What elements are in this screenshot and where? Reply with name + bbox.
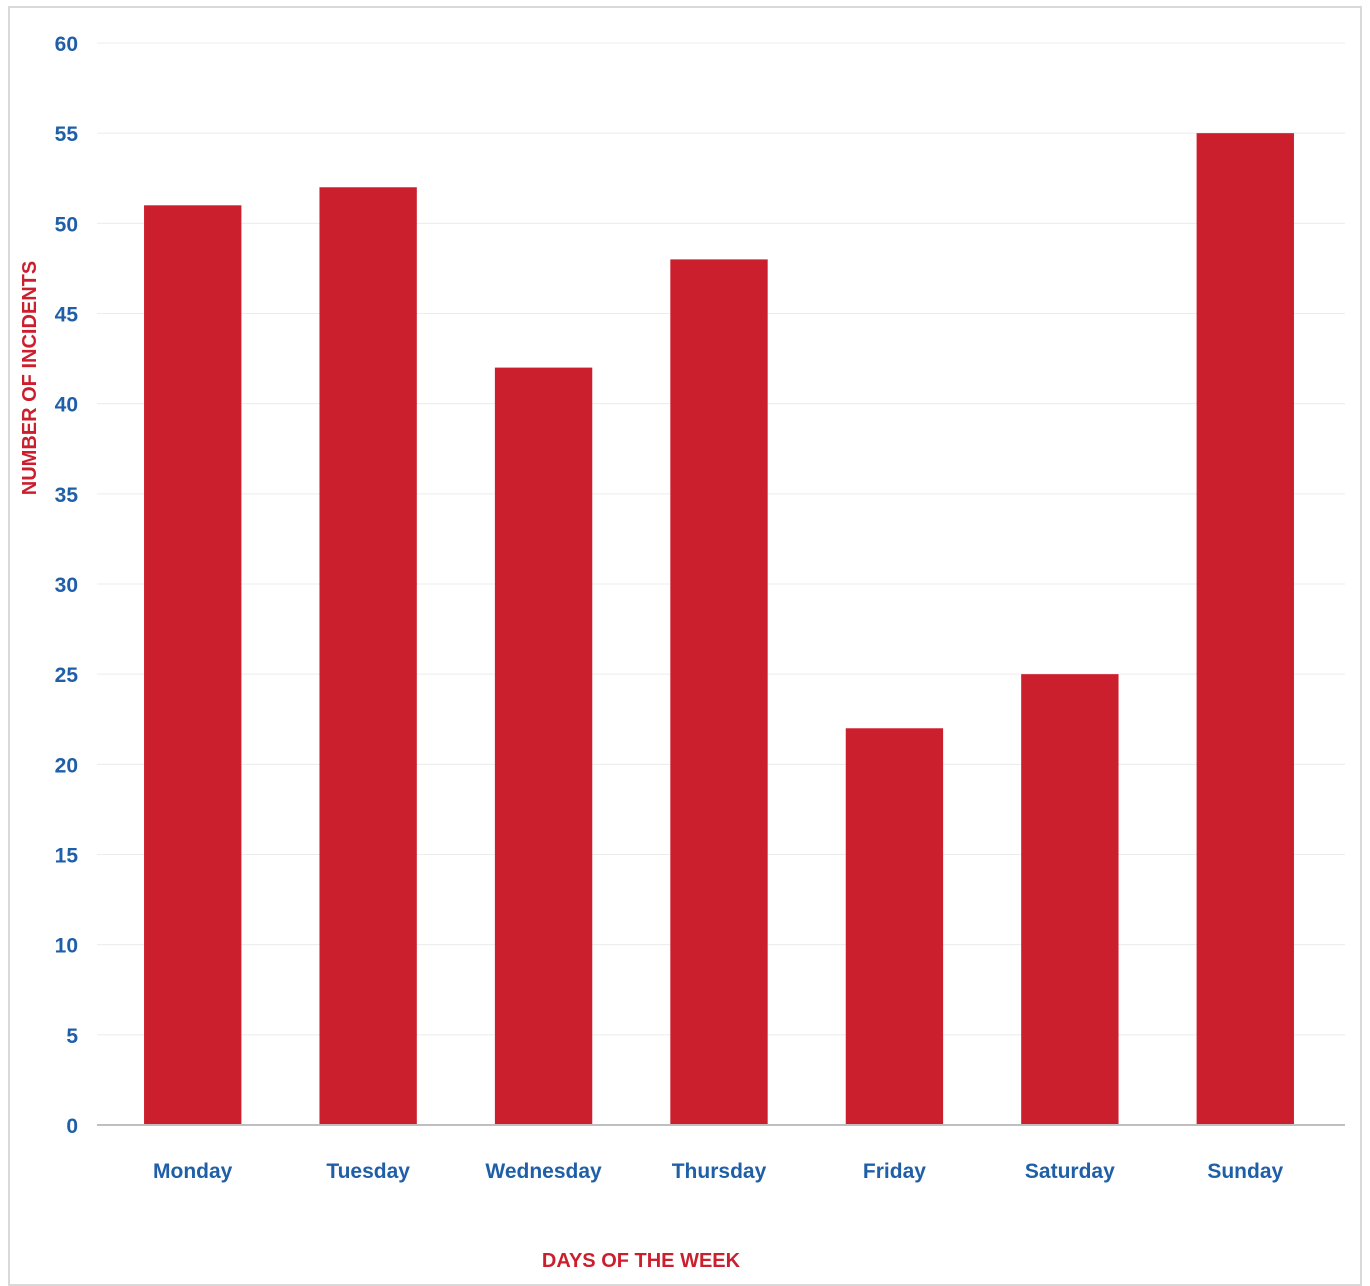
y-axis-ticks: 0 5 10 15 20 25 30 35 40 45 50 55 60 bbox=[55, 33, 79, 1138]
bar-tuesday bbox=[319, 187, 417, 1125]
y-tick-label: 15 bbox=[55, 845, 79, 868]
y-tick-label: 10 bbox=[55, 935, 78, 958]
bar-friday bbox=[845, 728, 944, 1125]
y-tick-label: 40 bbox=[55, 394, 78, 417]
y-tick-label: 60 bbox=[55, 33, 78, 56]
x-tick-label: Tuesday bbox=[326, 1160, 410, 1183]
y-tick-label: 45 bbox=[55, 304, 79, 327]
x-tick-label: Monday bbox=[153, 1160, 233, 1183]
bar-thursday bbox=[670, 259, 768, 1125]
bar-monday bbox=[144, 205, 242, 1126]
y-tick-label: 20 bbox=[55, 754, 78, 777]
y-tick-label: 25 bbox=[55, 664, 79, 687]
x-tick-label: Wednesday bbox=[485, 1160, 602, 1183]
x-tick-label: Thursday bbox=[672, 1160, 767, 1183]
y-tick-label: 5 bbox=[66, 1025, 78, 1048]
y-tick-label: 50 bbox=[55, 213, 78, 236]
x-axis-title: DAYS OF THE WEEK bbox=[542, 1250, 741, 1272]
x-axis-ticks: Monday Tuesday Wednesday Thursday Friday Satu… bbox=[153, 1160, 1283, 1183]
y-tick-label: 35 bbox=[55, 484, 79, 507]
x-tick-label: Sunday bbox=[1207, 1160, 1283, 1183]
bar-wednesday bbox=[494, 367, 593, 1126]
x-tick-label: Saturday bbox=[1025, 1160, 1115, 1183]
y-tick-label: 0 bbox=[66, 1115, 78, 1138]
y-tick-label: 55 bbox=[55, 123, 79, 146]
bars bbox=[144, 133, 1294, 1126]
bar-sunday bbox=[1196, 133, 1294, 1125]
y-tick-label: 30 bbox=[55, 574, 78, 597]
bar-saturday bbox=[1021, 674, 1119, 1125]
y-axis-title: NUMBER OF INCIDENTS bbox=[19, 261, 41, 495]
x-tick-label: Friday bbox=[863, 1160, 926, 1183]
